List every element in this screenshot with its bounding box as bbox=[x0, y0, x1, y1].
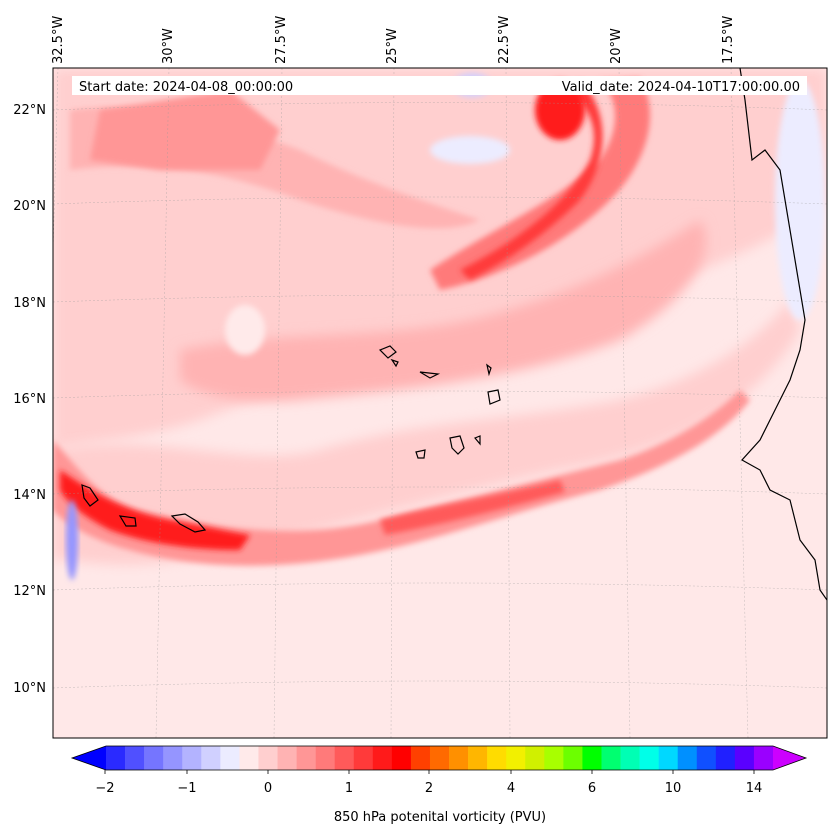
colorbar-segment bbox=[753, 746, 774, 770]
cape-verde-island bbox=[415, 449, 426, 459]
pv-contour bbox=[170, 513, 207, 533]
colorbar-segment bbox=[144, 746, 164, 770]
pv-field bbox=[53, 68, 827, 738]
colorbar-segment bbox=[544, 746, 564, 770]
colorbar-segment bbox=[391, 746, 412, 770]
start-date-text: Start date: 2024-04-08_00:00:00 bbox=[79, 80, 293, 95]
colorbar-label: 850 hPa potenital vorticity (PVU) bbox=[334, 810, 546, 825]
latitude-label: 22°N bbox=[13, 103, 46, 118]
longitude-label: 25°W bbox=[385, 28, 400, 64]
cape-verde-island bbox=[378, 345, 397, 359]
latitude-label: 20°N bbox=[13, 199, 46, 214]
colorbar-max-extend bbox=[773, 746, 806, 770]
colorbar-tick-label: 4 bbox=[507, 781, 515, 796]
colorbar-outline bbox=[70, 745, 808, 771]
colorbar-segment bbox=[525, 746, 545, 770]
colorbar-segment bbox=[715, 746, 736, 770]
colorbar-segment bbox=[372, 746, 393, 770]
cape-verde-island bbox=[474, 435, 481, 446]
cape-verde-island bbox=[419, 371, 441, 379]
cape-verde-island bbox=[487, 389, 501, 405]
colorbar-segment bbox=[468, 746, 488, 770]
cape-verde-island bbox=[449, 435, 465, 455]
date-header: Start date: 2024-04-08_00:00:00 Valid_da… bbox=[72, 76, 807, 95]
colorbar-segment bbox=[334, 746, 355, 770]
longitude-label: 30°W bbox=[161, 28, 176, 64]
colorbar-segment bbox=[258, 746, 278, 770]
pv-contour bbox=[118, 515, 137, 527]
colorbar-segment bbox=[677, 746, 698, 770]
africa-coastline bbox=[739, 68, 827, 601]
colorbar-tick-label: 0 bbox=[264, 781, 272, 796]
latitude-label: 12°N bbox=[13, 584, 46, 599]
colorbar-segment bbox=[696, 746, 717, 770]
colorbar-tick-label: 6 bbox=[588, 781, 596, 796]
colorbar-segment bbox=[620, 746, 640, 770]
colorbar-segment bbox=[429, 746, 450, 770]
colorbar-min-extend bbox=[72, 746, 106, 770]
longitude-label: 20°W bbox=[609, 28, 624, 64]
colorbar-segment bbox=[125, 746, 145, 770]
colorbar-tick-label: −1 bbox=[177, 781, 196, 796]
latitude-label: 10°N bbox=[13, 681, 46, 696]
longitude-label: 32.5°W bbox=[51, 16, 66, 64]
date-header-background bbox=[72, 76, 807, 95]
latitude-labels: 22°N 20°N 18°N 16°N 14°N 12°N 10°N bbox=[13, 103, 46, 696]
colorbar-segment bbox=[296, 746, 316, 770]
colorbar-segment bbox=[410, 746, 431, 770]
colorbar-segment bbox=[163, 746, 183, 770]
colorbar-segment bbox=[315, 746, 335, 770]
longitude-label: 22.5°W bbox=[497, 16, 512, 64]
colorbar-tick-label: 1 bbox=[345, 781, 353, 796]
colorbar-ticks: −2 −1 0 1 2 4 6 10 14 bbox=[95, 770, 762, 796]
colorbar-segment bbox=[563, 746, 583, 770]
cape-verde-island bbox=[486, 363, 492, 377]
colorbar-segment bbox=[601, 746, 621, 770]
colorbar-tick-label: 2 bbox=[425, 781, 433, 796]
colorbar-segment bbox=[353, 746, 374, 770]
colorbar-tick-label: 10 bbox=[665, 781, 682, 796]
map-frame bbox=[52, 67, 828, 739]
colorbar-segment bbox=[658, 746, 679, 770]
colorbar bbox=[70, 745, 808, 771]
latitude-label: 14°N bbox=[13, 488, 46, 503]
map-panel bbox=[52, 67, 828, 739]
colorbar-segment bbox=[277, 746, 297, 770]
colorbar-segment bbox=[106, 746, 126, 770]
colorbar-segment bbox=[182, 746, 202, 770]
longitude-labels: 32.5°W 30°W 27.5°W 25°W 22.5°W 20°W 17.5°W bbox=[51, 16, 736, 64]
pv-contour bbox=[81, 484, 99, 507]
colorbar-tick-label: 14 bbox=[746, 781, 763, 796]
latitude-label: 16°N bbox=[13, 392, 46, 407]
coastlines bbox=[81, 68, 827, 601]
colorbar-segment bbox=[220, 746, 240, 770]
longitude-label: 17.5°W bbox=[721, 16, 736, 64]
colorbar-segment bbox=[582, 746, 602, 770]
colorbar-tick-label: −2 bbox=[95, 781, 114, 796]
colorbar-segment bbox=[734, 746, 755, 770]
latitude-label: 18°N bbox=[13, 296, 46, 311]
colorbar-segment bbox=[239, 746, 259, 770]
longitude-label: 27.5°W bbox=[274, 16, 289, 64]
colorbar-segment bbox=[639, 746, 659, 770]
colorbar-segment bbox=[487, 746, 507, 770]
colorbar-segment bbox=[506, 746, 526, 770]
valid-date-text: Valid_date: 2024-04-10T17:00:00.00 bbox=[562, 80, 800, 95]
cape-verde-island bbox=[390, 358, 399, 368]
colorbar-segment bbox=[449, 746, 469, 770]
colorbar-segment bbox=[201, 746, 221, 770]
